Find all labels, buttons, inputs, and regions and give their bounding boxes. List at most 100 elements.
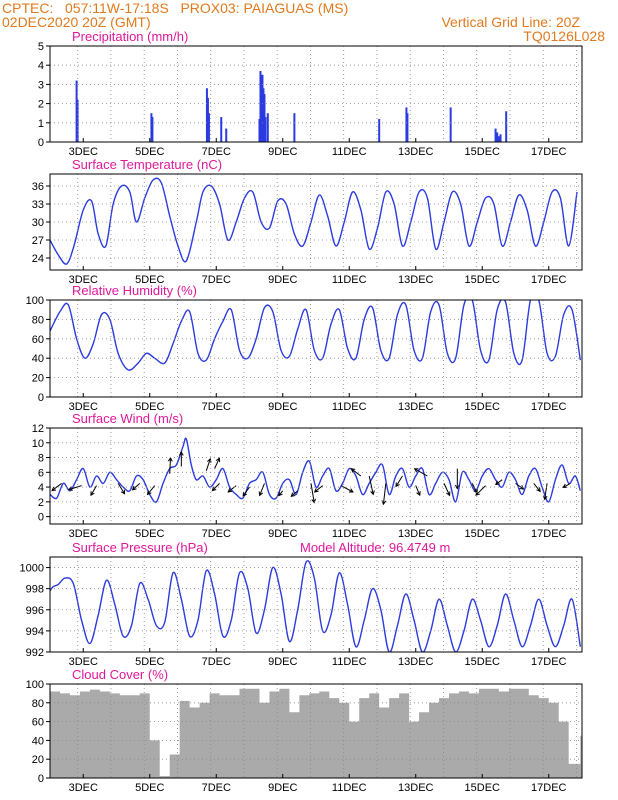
wind-ytick-label: 4: [38, 482, 44, 494]
cloud-cover-ytick-label: 60: [32, 717, 44, 729]
precipitation-panel: Precipitation (mm/h) 0 1 2 3 4 5 3DEC 5DEC 7DEC 9D…: [38, 29, 583, 158]
wind-arrow-head: [290, 492, 296, 498]
cloud-cover-ytick-label: 20: [32, 754, 44, 766]
precipitation-bar: [207, 113, 210, 142]
cloud-cover-xtick-label: 3DEC: [69, 782, 98, 794]
wind-arrow: [475, 485, 486, 496]
wind-arrow-head: [370, 490, 375, 496]
precipitation-bar: [449, 107, 452, 142]
wind-ytick-label: 6: [38, 467, 44, 479]
precipitation-bar: [266, 113, 269, 142]
cloud-cover-xtick-label: 11DEC: [332, 782, 367, 794]
precipitation-ytick-label: 4: [38, 60, 44, 72]
date-header: 02DEC2020 20Z (GMT): [2, 14, 151, 30]
wind-arrow-head: [542, 495, 548, 501]
wind-xtick-label: 9DEC: [268, 528, 297, 540]
humidity-title: Relative Humidity (%): [72, 283, 197, 298]
wind-arrow-head: [120, 489, 126, 495]
wind-arrow: [51, 482, 62, 491]
precipitation-data: [75, 70, 508, 142]
precipitation-xtick-label: 3DEC: [69, 146, 98, 158]
wind-arrow-head: [416, 491, 421, 497]
wind-arrow-head: [494, 480, 500, 486]
wind-xtick-label: 5DEC: [135, 528, 164, 540]
pressure-subtitle: Model Altitude: 96.4749 m: [300, 540, 450, 555]
wind-arrow-head: [313, 488, 319, 493]
wind-xtick-label: 13DEC: [398, 528, 434, 540]
wind-arrow-head: [242, 491, 247, 497]
temperature-xtick-label: 9DEC: [268, 274, 297, 286]
precipitation-title: Precipitation (mm/h): [72, 29, 188, 44]
precipitation-xtick-label: 5DEC: [135, 146, 164, 158]
humidity-frame: [49, 299, 583, 398]
precipitation-xtick-label: 15DEC: [465, 146, 501, 158]
precipitation-bar: [499, 134, 502, 142]
wind-arrow-head: [536, 487, 541, 493]
pressure-line: [50, 560, 582, 652]
cloud-cover-title: Cloud Cover (%): [72, 667, 168, 682]
wind-arrow: [382, 483, 387, 505]
precipitation-ytick-label: 2: [38, 99, 44, 111]
wind-xtick-label: 11DEC: [332, 528, 367, 540]
wind-arrow-head: [207, 457, 212, 463]
wind-ytick-label: 2: [38, 497, 44, 509]
humidity-xtick-label: 15DEC: [465, 401, 501, 413]
wind-arrow: [290, 490, 299, 497]
pressure-ytick-label: 998: [26, 584, 44, 596]
wind-arrow-head: [211, 486, 217, 492]
wind-arrow-head: [348, 488, 354, 493]
wind-title: Surface Wind (m/s): [72, 411, 183, 426]
cloud-cover-area: [50, 688, 582, 778]
wind-arrow-head: [51, 486, 57, 492]
wind-xtick-label: 3DEC: [69, 528, 98, 540]
precipitation-bar: [264, 117, 267, 142]
humidity-xtick-label: 11DEC: [332, 401, 367, 413]
pressure-panel: Surface Pressure (hPa) Model Altitude: 96…: [20, 540, 583, 668]
wind-arrow-head: [278, 491, 283, 497]
wind-arrow-head: [146, 490, 152, 496]
wind-ytick-label: 8: [38, 453, 44, 465]
wind-arrow-head: [311, 498, 316, 504]
wind-arrow: [90, 485, 97, 496]
wind-arrow: [443, 483, 451, 496]
wind-arrow-head: [562, 483, 568, 488]
precipitation-bar: [406, 113, 409, 142]
temperature-xtick-label: 5DEC: [135, 274, 164, 286]
wind-arrow-head: [454, 484, 460, 490]
wind-xtick-label: 15DEC: [465, 528, 501, 540]
temperature-ytick-label: 24: [32, 253, 44, 265]
humidity-ytick-label: 40: [32, 353, 44, 365]
precipitation-bar: [293, 113, 296, 142]
wind-arrow: [314, 485, 323, 493]
pressure-data: [50, 560, 582, 652]
wind-arrow: [368, 475, 374, 495]
wind-arrow: [533, 483, 541, 492]
wind-arrow: [544, 483, 548, 500]
cloud-cover-data: [50, 688, 582, 778]
cloud-cover-xtick-label: 17DEC: [531, 782, 567, 794]
cloud-cover-ytick-label: 100: [26, 679, 44, 691]
wind-line: [50, 437, 582, 503]
humidity-xtick-label: 13DEC: [398, 401, 434, 413]
wind-arrow-head: [413, 468, 419, 473]
cloud-cover-panel: Cloud Cover (%) 0 20 40 60 80 100 3DEC 5DEC 7DEC 9…: [26, 667, 583, 794]
precipitation-xtick-label: 7DEC: [202, 146, 231, 158]
pressure-xtick-label: 13DEC: [398, 656, 434, 668]
precipitation-bar: [225, 128, 228, 142]
wind-arrow: [259, 483, 265, 496]
temperature-line: [50, 177, 578, 265]
cloud-cover-xtick-label: 15DEC: [465, 782, 501, 794]
cloud-cover-xtick-label: 13DEC: [398, 782, 434, 794]
precipitation-bar: [378, 118, 381, 142]
wind-xtick-label: 17DEC: [531, 528, 567, 540]
humidity-xtick-label: 5DEC: [135, 401, 164, 413]
wind-arrow: [471, 483, 478, 494]
pressure-title: Surface Pressure (hPa): [72, 540, 208, 555]
wind-arrow-head: [227, 488, 233, 493]
humidity-data: [50, 300, 582, 371]
run-code: TQ0126L028: [523, 28, 605, 44]
wind-arrow: [242, 486, 250, 497]
cloud-cover-xtick-label: 7DEC: [202, 782, 231, 794]
pressure-xtick-label: 3DEC: [69, 656, 98, 668]
